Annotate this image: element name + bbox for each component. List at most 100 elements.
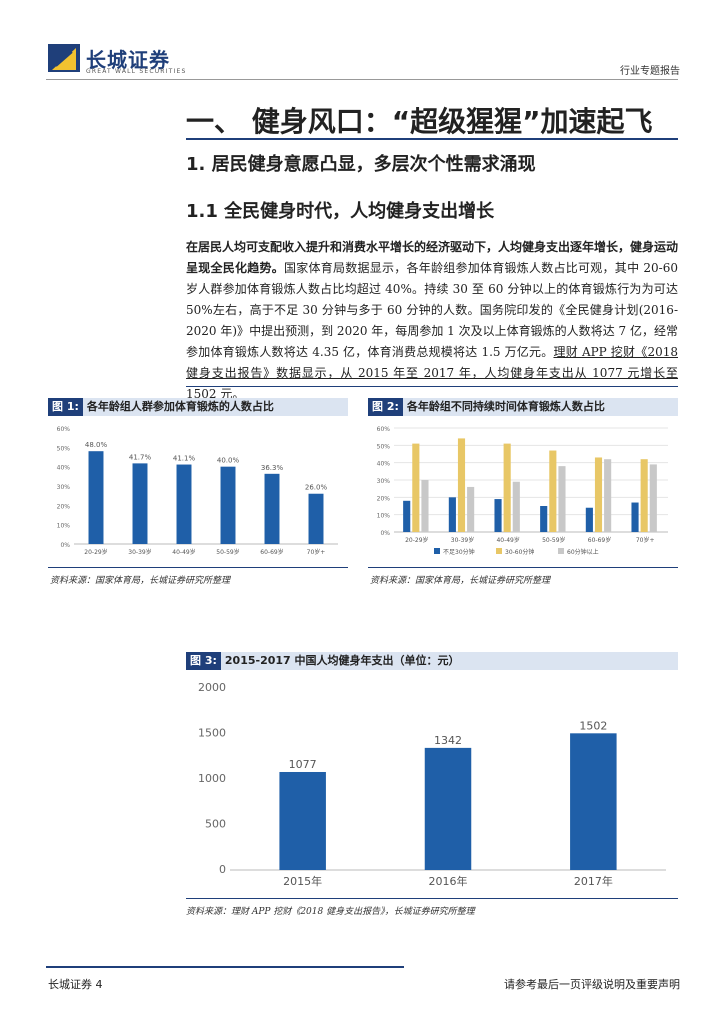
- paragraph-lead: 在居民人均可支配收入提升和消费水平增长的经济驱动下，人均健身支出逐年增长，健身运…: [186, 240, 679, 275]
- chart1-ytick-label: 0%: [60, 542, 70, 549]
- chart2-bar: [604, 459, 612, 532]
- figure-3-caption: 2015-2017 中国人均健身年支出（单位：元）: [224, 654, 460, 667]
- chart1-xtick-label: 40-49岁: [172, 548, 195, 556]
- figure-2-caption: 各年龄组不同持续时间体育锻炼人数占比: [406, 400, 605, 413]
- header-divider: [46, 79, 678, 80]
- chart1-value-label: 40.0%: [217, 457, 240, 465]
- chart-1-age-participation: 0% 10% 20% 30% 40% 50% 60% 48.0% 20-29岁 41.7% 30-3…: [57, 426, 338, 556]
- chart2-xtick-label: 60-69岁: [588, 536, 611, 544]
- chart2-xtick-label: 40-49岁: [496, 536, 519, 544]
- chart1-bar: [264, 473, 280, 544]
- chart2-ytick-label: 60%: [377, 426, 391, 433]
- chart3-bar: [279, 771, 326, 870]
- chart2-bar: [649, 464, 657, 532]
- chart2-bar: [512, 481, 520, 532]
- chart1-xtick-label: 70岁+: [307, 548, 326, 556]
- figure-3-source: 资料来源：理财 APP 挖财《2018 健身支出报告》，长城证券研究所整理: [186, 907, 475, 917]
- chart2-legend-label: 60分钟以上: [567, 548, 599, 556]
- chart-3-fitness-spending: 0 500 1000 1500 2000 1077 2015年 1342 2016年 1502 20…: [198, 681, 666, 888]
- chart2-bar: [594, 457, 603, 532]
- chart2-ytick-label: 50%: [377, 443, 391, 450]
- paragraph-divider: [186, 386, 678, 387]
- chart2-ytick-label: 10%: [377, 513, 391, 520]
- figure-1-divider: [48, 567, 348, 568]
- logo-text-cn: 长城证券: [86, 48, 170, 72]
- chart2-ytick-label: 30%: [377, 478, 391, 485]
- heading-1: 一、 健身风口：“超级猩猩”加速起飞: [186, 105, 653, 138]
- chart2-ytick-label: 0%: [380, 530, 390, 537]
- chart3-bar: [570, 733, 617, 870]
- chart2-bar: [448, 497, 456, 532]
- chart2-xtick-label: 20-29岁: [405, 536, 428, 544]
- chart2-xtick-label: 50-59岁: [542, 536, 565, 544]
- chart2-bar: [457, 438, 466, 532]
- chart2-legend-swatch: [434, 548, 440, 554]
- figure-2-source: 资料来源：国家体育局，长城证券研究所整理: [370, 576, 551, 586]
- chart2-bar: [549, 450, 557, 532]
- chart2-ytick-label: 40%: [377, 461, 391, 468]
- chart3-xtick-label: 2015年: [283, 874, 322, 888]
- chart2-legend-label: 30-60分钟: [505, 548, 534, 556]
- chart1-ytick-label: 50%: [57, 445, 71, 452]
- figure-2-title: 图 2: 各年龄组不同持续时间体育锻炼人数占比: [368, 398, 678, 416]
- chart2-bar: [503, 443, 511, 532]
- chart1-bar: [308, 493, 324, 544]
- chart1-bar: [220, 466, 236, 544]
- paragraph-tail: 理财 APP 挖财《2018 健身支出报告》数据显示，从 2015 年至 201…: [186, 345, 678, 401]
- chart1-xtick-label: 50-59岁: [216, 548, 239, 556]
- chart1-xtick-label: 20-29岁: [84, 548, 107, 556]
- chart3-ytick-label: 2000: [198, 681, 226, 694]
- chart1-ytick-label: 60%: [57, 426, 71, 433]
- chart2-xtick-label: 30-39岁: [451, 536, 474, 544]
- footer-divider: [46, 966, 404, 968]
- chart1-ytick-label: 40%: [57, 465, 71, 472]
- figure-1-source: 资料来源：国家体育局，长城证券研究所整理: [50, 576, 231, 586]
- chart2-bar: [585, 507, 593, 532]
- chart2-bar: [412, 443, 420, 532]
- chart2-bar: [421, 480, 429, 532]
- chart1-bar: [88, 451, 104, 544]
- chart3-value-label: 1342: [434, 734, 462, 747]
- chart3-value-label: 1077: [289, 758, 317, 771]
- figure-2-tag: 图 2:: [368, 398, 403, 416]
- figure-1-title: 图 1: 各年龄组人群参加体育锻炼的人数占比: [48, 398, 348, 416]
- chart1-ytick-label: 10%: [57, 523, 71, 530]
- chart1-xtick-label: 60-69岁: [260, 548, 283, 556]
- chart3-ytick-label: 1000: [198, 772, 226, 785]
- chart2-bar: [540, 506, 548, 532]
- chart1-value-label: 26.0%: [305, 484, 328, 492]
- chart2-legend-label: 不足30分钟: [443, 548, 475, 556]
- chart2-bar: [403, 500, 411, 532]
- chart2-ytick-label: 20%: [377, 495, 391, 502]
- chart3-xtick-label: 2016年: [429, 874, 468, 888]
- chart1-value-label: 41.1%: [173, 455, 196, 463]
- figure-2-divider: [368, 567, 678, 568]
- chart-2-duration-participation: 0% 10% 20% 30% 40% 50% 60% 20-29岁 30-39岁 40-49岁 50…: [377, 426, 668, 556]
- figure-3-divider: [186, 898, 678, 899]
- chart1-ytick-label: 30%: [57, 484, 71, 491]
- figure-3-tag: 图 3:: [186, 652, 221, 670]
- chart1-value-label: 41.7%: [129, 453, 152, 461]
- footer-disclaimer: 请参考最后一页评级说明及重要声明: [504, 978, 680, 991]
- heading-3: 1.1 全民健身时代，人均健身支出增长: [186, 201, 495, 222]
- body-paragraph: 在居民人均可支配收入提升和消费水平增长的经济驱动下，人均健身支出逐年增长，健身运…: [186, 237, 678, 405]
- company-logo-icon: [48, 44, 80, 72]
- chart2-legend-swatch: [558, 548, 564, 554]
- chart2-legend-swatch: [496, 548, 502, 554]
- footer-page-label: 长城证券 4: [48, 978, 103, 991]
- report-type-label: 行业专题报告: [620, 66, 680, 77]
- figure-1-tag: 图 1:: [48, 398, 83, 416]
- chart2-bar: [640, 459, 648, 532]
- paragraph-body: 国家体育局数据显示，各年龄组参加体育锻炼人数占比可观，其中 20-60 岁人群参…: [186, 261, 678, 359]
- chart1-xtick-label: 30-39岁: [128, 548, 151, 556]
- chart3-value-label: 1502: [579, 719, 607, 732]
- chart3-ytick-label: 500: [205, 818, 226, 831]
- chart1-ytick-label: 20%: [57, 503, 71, 510]
- chart1-bar: [132, 463, 148, 544]
- chart1-bar: [176, 464, 192, 544]
- chart2-bar: [558, 466, 566, 532]
- chart3-xtick-label: 2017年: [574, 874, 613, 888]
- chart2-bar: [467, 486, 475, 532]
- figure-3-title: 图 3: 2015-2017 中国人均健身年支出（单位：元）: [186, 652, 678, 670]
- chart1-value-label: 48.0%: [85, 441, 108, 449]
